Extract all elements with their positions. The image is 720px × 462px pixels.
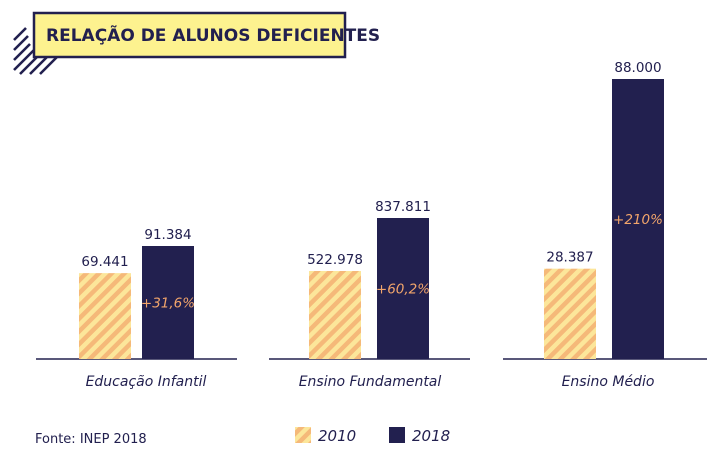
value-label-2018-ensino-fundamental: 837.811 [375,199,431,215]
category-label-ensino-medio: Ensino Médio [562,374,655,390]
value-label-2010-ensino-medio: 28.387 [546,250,593,266]
legend-label-2018: 2018 [412,427,450,445]
value-label-2018-ensino-medio: 88.000 [614,60,661,76]
category-label-ensino-fundamental: Ensino Fundamental [299,374,442,390]
bar-2010-ensino-fundamental [309,270,361,359]
legend-item-2018: 2018 [389,427,450,445]
title-block: RELAÇÃO DE ALUNOS DEFICIENTES [13,11,380,75]
bar-2010-educacao-infantil [79,273,131,359]
growth-label-ensino-medio: +210% [613,212,663,228]
legend-swatch-2010 [295,427,311,443]
plot-area: 69.441 91.384 +31,6% Educação Infantil 522.9… [36,60,707,390]
legend: 2010 2018 [295,427,450,445]
legend-swatch-2018 [389,427,405,443]
title-box [32,11,347,59]
bar-2018-ensino-fundamental [377,218,429,359]
value-label-2010-ensino-fundamental: 522.978 [307,252,363,268]
bar-2018-educacao-infantil [142,246,194,359]
legend-label-2010: 2010 [318,427,356,445]
growth-label-ensino-fundamental: +60,2% [376,282,430,298]
category-label-educacao-infantil: Educação Infantil [86,374,207,390]
bar-2010-ensino-medio [544,268,596,359]
chart-title: RELAÇÃO DE ALUNOS DEFICIENTES [46,23,380,46]
bar-2018-ensino-medio [612,79,664,359]
value-label-2018-educacao-infantil: 91.384 [144,227,191,243]
value-label-2010-educacao-infantil: 69.441 [81,254,128,270]
source-note: Fonte: INEP 2018 [35,432,147,447]
title-hatch-decoration [13,27,65,75]
legend-item-2010: 2010 [295,427,356,445]
growth-label-educacao-infantil: +31,6% [141,296,195,312]
